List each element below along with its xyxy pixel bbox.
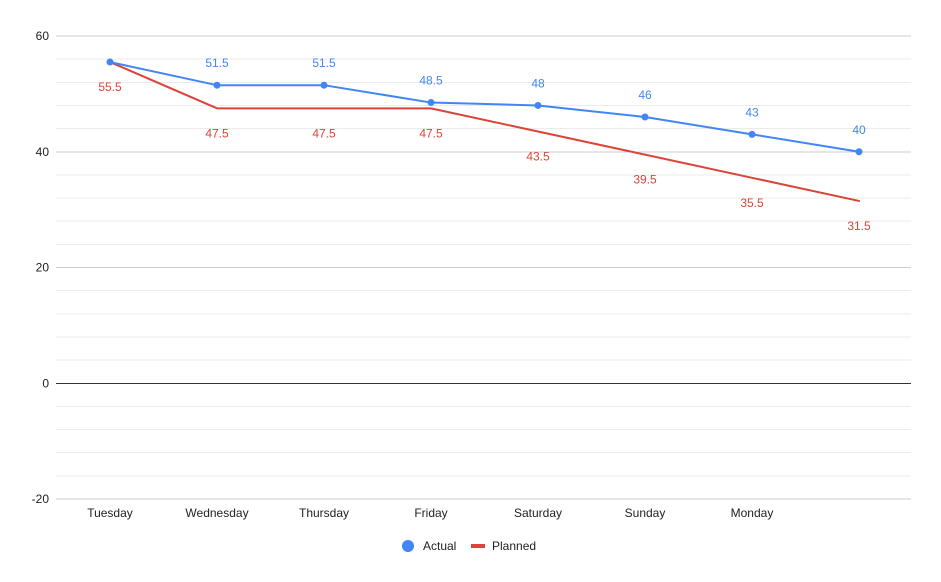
x-tick-label: Friday	[414, 506, 447, 520]
legend-swatch-planned	[471, 544, 485, 548]
y-tick-label: 40	[36, 145, 50, 159]
data-label-actual: 43	[745, 105, 759, 119]
axes: -20 0 20 40 60 Tuesday Wednesday Thursday Friday…	[32, 29, 911, 520]
data-point-actual	[534, 101, 542, 109]
data-label-planned: 47.5	[312, 126, 336, 140]
data-label-planned: 47.5	[205, 126, 229, 140]
data-label-actual: 46	[638, 88, 652, 102]
data-point-actual	[213, 81, 221, 89]
data-label-actual: 48.5	[419, 74, 443, 88]
x-tick-label: Thursday	[299, 506, 349, 520]
x-tick-label: Saturday	[514, 506, 562, 520]
data-label-actual: 51.5	[312, 56, 336, 70]
data-point-actual	[641, 113, 649, 121]
legend-label-actual: Actual	[423, 539, 456, 553]
y-tick-label: 20	[36, 261, 50, 275]
data-label-planned: 55.5	[98, 80, 122, 94]
y-tick-label: 60	[36, 29, 50, 43]
x-tick-label: Monday	[731, 506, 774, 520]
legend-item-planned[interactable]: Planned	[471, 539, 536, 553]
data-label-planned: 43.5	[526, 149, 550, 163]
data-label-planned: 47.5	[419, 126, 443, 140]
data-point-actual	[106, 58, 114, 66]
gridlines	[56, 35, 911, 500]
x-tick-label: Wednesday	[185, 506, 248, 520]
data-label-actual: 48	[531, 76, 545, 90]
x-tick-label: Sunday	[625, 506, 666, 520]
series	[106, 58, 863, 202]
legend-label-planned: Planned	[492, 539, 536, 553]
series-line-planned	[109, 61, 860, 202]
x-tick-label: Tuesday	[87, 506, 133, 520]
data-point-actual	[748, 130, 756, 138]
data-label-planned: 39.5	[633, 173, 657, 187]
legend-swatch-actual	[402, 540, 414, 552]
data-label-actual: 40	[852, 123, 866, 137]
data-labels: 51.5 51.5 48.5 48 46 43 40 55.5 47.5 47.5 47.5 43.5…	[98, 56, 871, 233]
series-line-actual	[109, 61, 860, 153]
data-label-planned: 31.5	[847, 219, 871, 233]
data-label-planned: 35.5	[740, 196, 764, 210]
data-point-actual	[855, 148, 863, 156]
y-tick-label: 0	[42, 376, 49, 390]
y-tick-label: -20	[32, 492, 50, 506]
data-label-actual: 51.5	[205, 56, 229, 70]
legend-item-actual[interactable]: Actual	[402, 539, 456, 553]
data-point-actual	[320, 81, 328, 89]
legend[interactable]: Actual Planned	[402, 539, 536, 553]
data-point-actual	[427, 99, 435, 107]
